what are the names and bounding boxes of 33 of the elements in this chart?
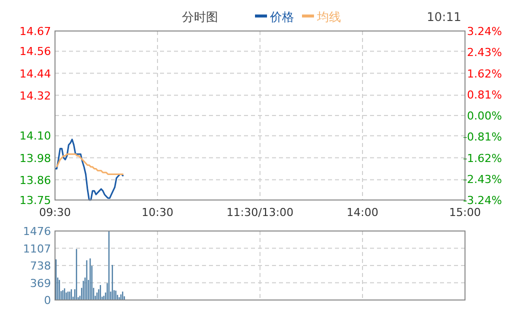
y-tick-label: 13.98	[20, 152, 51, 165]
y2-tick-label: -3.24%	[463, 194, 502, 207]
y2-tick-label: 3.24%	[467, 25, 502, 38]
y2-tick-label: 2.43%	[467, 46, 502, 60]
y-tick-label: 14.67	[20, 25, 51, 38]
x-tick-label: 11:30/13:00	[226, 206, 294, 219]
chart-title: 分时图	[182, 10, 218, 24]
y2-tick-label: -0.81%	[463, 130, 502, 144]
legend-label: 价格	[269, 10, 294, 24]
line-series	[54, 138, 124, 201]
y2-tick-label: -1.62%	[463, 152, 502, 165]
y-tick-label: 14.56	[20, 45, 51, 58]
y-tick-label: 14.44	[20, 67, 51, 80]
y2-tick-label: 1.62%	[467, 67, 502, 80]
y2-tick-label: 0.00%	[467, 110, 502, 122]
x-tick-label: 14:00	[346, 206, 378, 219]
y-tick-label: 13.86	[20, 174, 51, 187]
y2-tick-label: 0.81%	[467, 88, 502, 102]
line-series	[56, 153, 124, 176]
y-tick-label: 738	[30, 260, 51, 272]
y2-tick-label: -2.43%	[463, 172, 502, 186]
y-tick-label: 14.10	[20, 130, 51, 143]
y-tick-label: 1107	[23, 242, 51, 256]
text: 10:11	[426, 10, 462, 24]
y-tick-label: 14.32	[20, 89, 51, 102]
y-tick-label: 1476	[23, 225, 51, 238]
x-tick-label: 09:30	[39, 206, 71, 219]
x-tick-label: 15:00	[449, 206, 481, 219]
y-tick-label: 0	[44, 294, 51, 307]
legend-label: 均线	[316, 10, 341, 24]
x-tick-label: 10:30	[142, 206, 174, 219]
y-tick-label: 13.75	[20, 194, 51, 207]
y-tick-label: 369	[30, 276, 51, 290]
